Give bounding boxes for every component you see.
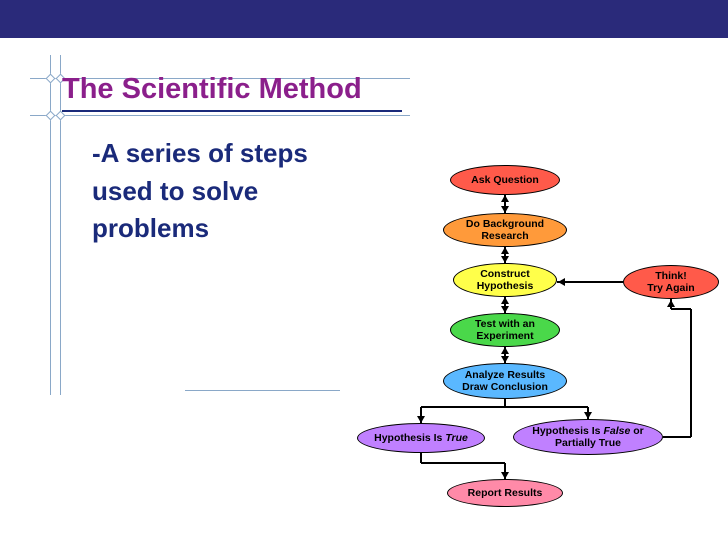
arrow-down-icon [417,416,425,423]
guide-hline-2 [30,115,410,116]
flow-node-report: Report Results [447,479,563,507]
guide-diamond [46,74,56,84]
flow-edge [421,406,505,408]
flow-node-analyze: Analyze ResultsDraw Conclusion [443,363,567,399]
title-block: The Scientific Method [62,73,402,112]
flowchart: Ask Question Do BackgroundResearch Constru… [335,165,725,545]
arrow-up-icon [501,297,509,304]
arrow-up-icon [501,347,509,354]
flow-edge [663,436,691,438]
guide-vline-2 [60,55,61,395]
arrow-down-icon [584,412,592,419]
flow-node-research: Do BackgroundResearch [443,213,567,247]
arrow-left-icon [558,278,565,286]
flow-node-ask: Ask Question [450,165,560,195]
arrow-up-icon [667,300,675,307]
flow-edge [505,406,588,408]
guide-diamond [46,111,56,121]
flow-node-think: Think!Try Again [623,265,719,299]
flow-node-false: Hypothesis Is False or Partially True [513,419,663,455]
page-title: The Scientific Method [62,73,402,110]
flow-node-hypothesis: ConstructHypothesis [453,263,557,297]
arrow-down-icon [501,472,509,479]
arrow-down-icon [501,356,509,363]
header-bar [0,0,728,38]
guide-hline-3 [185,390,340,391]
subtitle-text: -A series of steps used to solve problem… [92,135,352,248]
flow-node-true: Hypothesis Is True [357,423,485,453]
guide-vline-1 [50,55,51,395]
arrow-down-icon [501,306,509,313]
arrow-down-icon [501,206,509,213]
guide-diamond [56,111,66,121]
arrow-up-icon [501,195,509,202]
flow-node-test: Test with anExperiment [450,313,560,347]
flow-edge [671,308,691,310]
flow-edge [690,309,692,437]
flow-edge [421,462,505,464]
title-underline [62,110,402,112]
arrow-up-icon [501,247,509,254]
arrow-down-icon [501,256,509,263]
flow-edge [557,281,623,283]
